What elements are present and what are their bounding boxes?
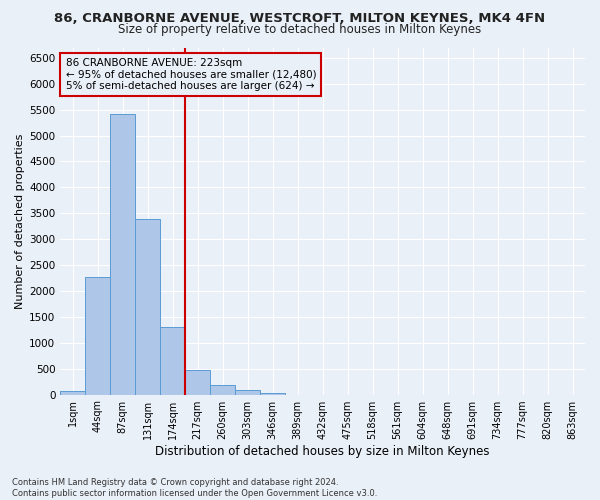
Bar [160, 327, 185, 394]
Bar [260, 393, 285, 394]
Text: 86, CRANBORNE AVENUE, WESTCROFT, MILTON KEYNES, MK4 4FN: 86, CRANBORNE AVENUE, WESTCROFT, MILTON … [55, 12, 545, 26]
Bar [185, 370, 210, 394]
Bar [210, 385, 235, 394]
Text: 86 CRANBORNE AVENUE: 223sqm
← 95% of detached houses are smaller (12,480)
5% of : 86 CRANBORNE AVENUE: 223sqm ← 95% of det… [65, 58, 316, 91]
Bar [110, 114, 135, 394]
Bar [85, 277, 110, 394]
Text: Contains HM Land Registry data © Crown copyright and database right 2024.
Contai: Contains HM Land Registry data © Crown c… [12, 478, 377, 498]
Y-axis label: Number of detached properties: Number of detached properties [15, 134, 25, 308]
X-axis label: Distribution of detached houses by size in Milton Keynes: Distribution of detached houses by size … [155, 444, 490, 458]
Text: Size of property relative to detached houses in Milton Keynes: Size of property relative to detached ho… [118, 22, 482, 36]
Bar [235, 390, 260, 394]
Bar [60, 390, 85, 394]
Bar [135, 220, 160, 394]
